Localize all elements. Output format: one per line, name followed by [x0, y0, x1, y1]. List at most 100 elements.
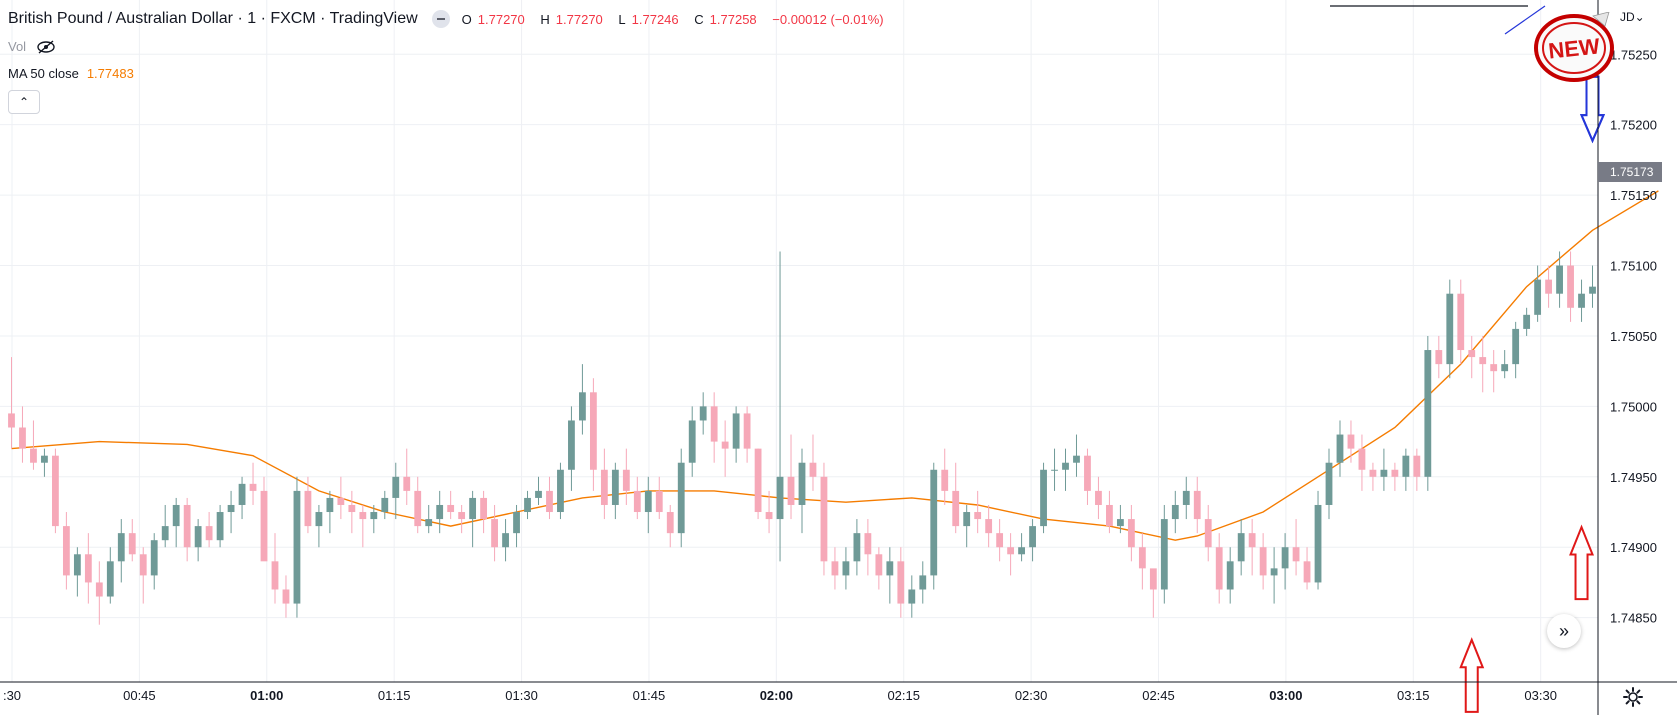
candle-up — [842, 561, 850, 576]
candle-down — [1292, 547, 1300, 562]
candle-up — [513, 512, 520, 534]
x-tick-label: 01:00 — [250, 688, 283, 703]
collapse-legend-button[interactable]: ⌃ — [8, 90, 40, 114]
candle-down — [1457, 293, 1465, 351]
x-tick-label: 01:30 — [505, 688, 538, 703]
candle-up — [216, 512, 224, 541]
candle-down — [589, 392, 597, 470]
y-tick-label: 1.75150 — [1610, 188, 1657, 203]
candle-down — [62, 526, 70, 576]
candle-down — [721, 441, 729, 449]
y-tick-label: 1.75050 — [1610, 329, 1657, 344]
candle-down — [546, 490, 553, 513]
candle-down — [1567, 265, 1574, 308]
ma-label: MA 50 close — [8, 66, 79, 81]
candle-down — [996, 533, 1004, 548]
close-label: C — [694, 11, 704, 27]
candle-up — [1446, 293, 1454, 365]
candle-down — [95, 582, 103, 597]
candle-up — [798, 462, 806, 505]
candle-up — [1589, 286, 1596, 294]
candle-down — [1413, 455, 1421, 477]
volume-legend[interactable]: Vol — [8, 39, 56, 54]
candle-down — [1391, 469, 1399, 477]
candle-down — [1095, 490, 1102, 505]
candle-down — [743, 413, 751, 449]
candle-up — [699, 406, 707, 421]
candle-down — [1490, 364, 1498, 372]
candle-down — [787, 476, 795, 505]
candle-up — [688, 420, 696, 463]
eye-off-icon[interactable] — [36, 39, 56, 54]
candle-up — [908, 589, 916, 604]
candle-up — [1237, 533, 1245, 562]
candle-down — [655, 490, 663, 513]
y-tick-label: 1.75100 — [1610, 259, 1657, 274]
candle-down — [30, 448, 37, 463]
candle-down — [622, 469, 630, 491]
candle-up — [106, 561, 114, 597]
candle-down — [1545, 279, 1552, 294]
y-tick-label: 1.74950 — [1610, 470, 1657, 485]
candle-up — [392, 476, 400, 498]
high-value: 1.77270 — [555, 11, 603, 27]
candle-up — [1523, 314, 1531, 329]
candle-down — [359, 512, 367, 520]
candle-up — [73, 554, 81, 576]
settings-gear-icon[interactable] — [1622, 686, 1644, 708]
close-value: 1.77258 — [709, 11, 757, 27]
candle-down — [1347, 434, 1355, 449]
candle-down — [1106, 504, 1113, 527]
annotation-layer — [1330, 5, 1606, 713]
y-tick-label: 1.74850 — [1610, 611, 1657, 626]
candle-up — [315, 512, 323, 527]
up-arrow-annotation — [1569, 524, 1595, 601]
candle-down — [985, 519, 993, 534]
symbol-title[interactable]: British Pound / Australian Dollar · 1 · … — [8, 10, 418, 27]
change-value: −0.00012 (−0.01%) — [772, 11, 884, 27]
open-value: 1.77270 — [477, 11, 525, 27]
x-tick-label: 02:15 — [887, 688, 920, 703]
candle-down — [952, 490, 960, 527]
candle-up — [425, 519, 433, 527]
candle-layer — [8, 251, 1596, 625]
candle-down — [974, 512, 982, 520]
current-price-tag: 1.75173 — [1598, 162, 1662, 182]
candle-up — [524, 497, 531, 513]
new-sticker-badge: NEW — [1534, 12, 1614, 82]
candle-down — [414, 490, 422, 527]
candle-up — [238, 483, 246, 505]
candle-down — [458, 512, 466, 520]
candle-up — [1325, 462, 1333, 505]
candle-up — [1226, 561, 1234, 590]
candle-down — [84, 554, 92, 583]
candle-up — [293, 490, 301, 604]
candle-up — [227, 504, 235, 513]
currency-label[interactable]: JD⌄ — [1620, 10, 1645, 24]
candle-up — [502, 533, 509, 548]
candle-up — [677, 462, 685, 534]
candle-down — [8, 413, 15, 428]
minimize-legend-button[interactable] — [431, 10, 450, 28]
scroll-to-realtime-button[interactable]: » — [1547, 614, 1581, 648]
candle-up — [469, 497, 477, 520]
candle-up — [963, 512, 971, 527]
candle-up — [1556, 265, 1563, 294]
y-tick-label: 1.75200 — [1610, 118, 1657, 133]
ma-legend[interactable]: MA 50 close 1.77483 — [8, 66, 134, 81]
candle-down — [1303, 561, 1311, 583]
ma-value: 1.77483 — [86, 66, 134, 81]
candle-down — [304, 490, 312, 527]
candle-down — [348, 504, 356, 513]
candle-down — [1215, 547, 1223, 590]
x-tick-label: 00:45 — [123, 688, 156, 703]
candle-up — [41, 455, 48, 463]
candle-up — [886, 561, 894, 576]
candle-up — [172, 504, 180, 527]
candle-up — [1018, 547, 1025, 555]
candle-down — [282, 589, 290, 604]
candle-down — [403, 476, 411, 491]
candle-up — [644, 490, 652, 513]
